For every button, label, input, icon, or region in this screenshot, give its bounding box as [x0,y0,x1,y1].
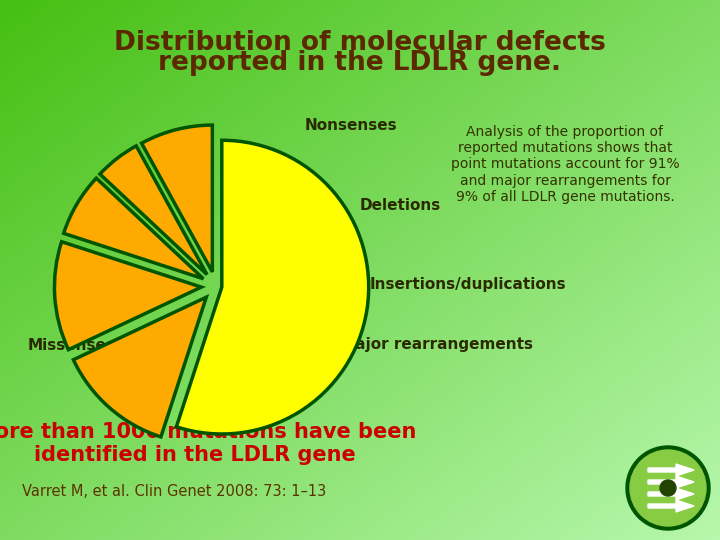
Text: Varret M, et al. Clin Genet 2008: 73: 1–13: Varret M, et al. Clin Genet 2008: 73: 1–… [22,484,326,500]
Wedge shape [73,297,207,437]
Wedge shape [176,140,369,434]
Text: Deletions: Deletions [360,198,441,213]
Circle shape [626,446,710,530]
FancyArrow shape [648,488,694,500]
FancyArrow shape [648,500,694,512]
Text: reported in the LDLR gene.: reported in the LDLR gene. [158,50,562,76]
Text: Distribution of molecular defects: Distribution of molecular defects [114,30,606,56]
Text: Analysis of the proportion of
reported mutations shows that
point mutations acco: Analysis of the proportion of reported m… [451,125,679,204]
Wedge shape [63,178,203,279]
FancyArrow shape [648,464,694,476]
Circle shape [630,450,706,526]
Wedge shape [142,125,212,272]
Text: Insertions/duplications: Insertions/duplications [370,278,567,293]
FancyArrow shape [648,476,694,488]
Text: Splices: Splices [235,404,295,420]
Text: Major rearrangements: Major rearrangements [340,338,533,353]
Text: Missenses: Missenses [28,338,116,353]
Wedge shape [100,146,207,275]
Circle shape [660,480,676,496]
Text: Nonsenses: Nonsenses [305,118,397,132]
Wedge shape [55,242,202,350]
Text: More than 1000 mutations have been
identified in the LDLR gene: More than 1000 mutations have been ident… [0,422,416,465]
